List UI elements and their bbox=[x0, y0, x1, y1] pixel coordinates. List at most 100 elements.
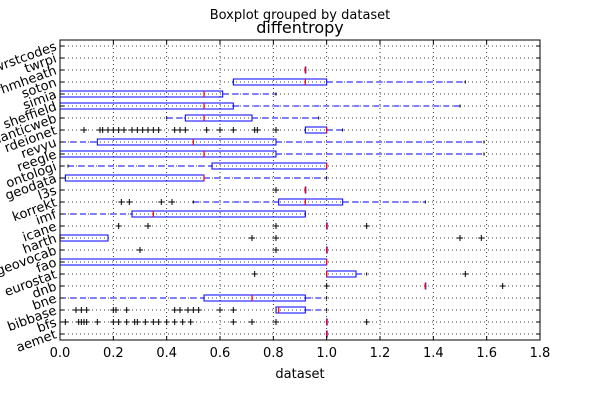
box-group bbox=[118, 198, 426, 206]
outlier-point bbox=[179, 319, 186, 325]
outlier-point bbox=[78, 307, 85, 313]
outlier-point bbox=[230, 307, 237, 313]
outlier-point bbox=[190, 307, 197, 313]
outlier-point bbox=[182, 127, 189, 133]
outlier-point bbox=[123, 307, 130, 313]
x-tick-label: 0.6 bbox=[210, 346, 231, 361]
outlier-point bbox=[134, 127, 141, 133]
outlier-point bbox=[137, 247, 143, 253]
iqr-box bbox=[211, 162, 328, 170]
box-group bbox=[67, 162, 328, 170]
outlier-point bbox=[169, 199, 175, 205]
outlier-point bbox=[195, 307, 202, 313]
outlier-point bbox=[105, 127, 111, 133]
outlier-point bbox=[155, 319, 162, 325]
category-label: fao bbox=[34, 255, 58, 276]
outlier-point bbox=[81, 127, 87, 133]
outlier-point bbox=[94, 319, 101, 325]
outlier-point bbox=[83, 319, 90, 325]
outlier-point bbox=[363, 319, 370, 325]
iqr-box bbox=[326, 270, 357, 278]
category-label: l3s bbox=[36, 183, 59, 204]
outlier-point bbox=[150, 319, 157, 325]
outlier-point bbox=[230, 319, 237, 325]
box-group bbox=[323, 282, 506, 290]
outlier-point bbox=[110, 319, 117, 325]
chart-suptitle: Boxplot grouped by dataset bbox=[210, 8, 391, 23]
box-group bbox=[59, 210, 306, 218]
x-axis-ticks: 0.0 0.2 0.4 0.6 0.8 1.0 1.2 1.4 1.6 1.8 bbox=[50, 40, 551, 361]
outlier-point bbox=[187, 319, 194, 325]
x-tick-label: 1.0 bbox=[316, 346, 337, 361]
box-group bbox=[251, 270, 469, 278]
outlier-point bbox=[217, 127, 223, 133]
x-tick-label: 1.2 bbox=[370, 346, 391, 361]
outlier-point bbox=[171, 127, 178, 133]
outlier-point bbox=[163, 319, 170, 325]
outlier-point bbox=[134, 319, 141, 325]
box-group bbox=[59, 294, 328, 302]
outlier-point bbox=[129, 127, 135, 133]
outlier-point bbox=[113, 307, 119, 313]
box-group bbox=[115, 222, 370, 230]
x-tick-label: 1.4 bbox=[423, 346, 444, 361]
outlier-point bbox=[217, 307, 223, 313]
y-axis-category-labels: aemetbfsbibbasebnednbeurostatfaogeovocab… bbox=[0, 39, 59, 355]
outlier-point bbox=[249, 319, 255, 325]
outlier-point bbox=[121, 127, 127, 133]
outlier-point bbox=[99, 127, 106, 133]
outlier-point bbox=[139, 127, 146, 133]
outlier-point bbox=[145, 223, 151, 229]
outlier-point bbox=[273, 223, 279, 229]
box-series bbox=[59, 66, 506, 338]
outlier-point bbox=[171, 319, 178, 325]
outlier-point bbox=[363, 223, 370, 229]
x-axis-label: dataset bbox=[275, 367, 324, 382]
box-group bbox=[304, 66, 307, 74]
outlier-point bbox=[249, 235, 255, 241]
outlier-point bbox=[185, 307, 191, 313]
category-label: bfs bbox=[35, 315, 59, 336]
plot-area-frame bbox=[59, 39, 541, 341]
outlier-point bbox=[126, 199, 133, 205]
x-tick-label: 1.8 bbox=[530, 346, 551, 361]
outlier-point bbox=[142, 319, 149, 325]
iqr-box bbox=[131, 210, 306, 218]
outlier-point bbox=[115, 223, 122, 229]
outlier-point bbox=[230, 127, 237, 133]
outlier-point bbox=[457, 235, 463, 241]
iqr-box bbox=[278, 198, 344, 206]
outlier-point bbox=[73, 307, 79, 313]
box-group bbox=[62, 318, 370, 326]
outlier-point bbox=[273, 187, 279, 193]
outlier-point bbox=[273, 319, 279, 325]
outlier-point bbox=[155, 127, 162, 133]
box-group bbox=[232, 78, 466, 86]
box-group bbox=[81, 126, 344, 134]
iqr-box bbox=[203, 294, 306, 302]
outlier-point bbox=[251, 271, 258, 277]
outlier-point bbox=[150, 127, 157, 133]
outlier-point bbox=[323, 283, 330, 289]
outlier-point bbox=[110, 127, 117, 133]
x-tick-label: 1.6 bbox=[476, 346, 497, 361]
box-group bbox=[73, 306, 328, 314]
box-group bbox=[64, 174, 328, 182]
chart-title: diffentropy bbox=[256, 18, 344, 37]
outlier-point bbox=[115, 319, 122, 325]
x-tick-label: 0.2 bbox=[103, 346, 124, 361]
iqr-box bbox=[59, 102, 234, 110]
outlier-point bbox=[158, 199, 165, 205]
outlier-point bbox=[499, 283, 506, 289]
outlier-point bbox=[273, 247, 279, 253]
x-tick-label: 0.8 bbox=[263, 346, 284, 361]
box-group bbox=[166, 114, 320, 122]
outlier-point bbox=[273, 235, 279, 241]
box-group bbox=[137, 246, 328, 254]
outlier-point bbox=[254, 127, 261, 133]
outlier-point bbox=[83, 307, 90, 313]
iqr-box bbox=[184, 114, 253, 122]
outlier-point bbox=[177, 127, 183, 133]
x-tick-label: 0.0 bbox=[50, 346, 71, 361]
outlier-point bbox=[273, 127, 279, 133]
